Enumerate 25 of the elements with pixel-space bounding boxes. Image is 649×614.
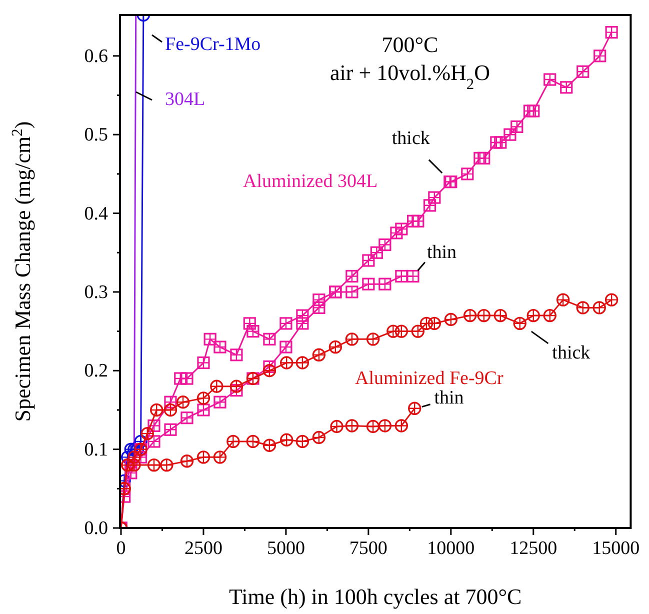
annotation: thick — [552, 342, 591, 364]
y-tick-label: 0.4 — [84, 203, 108, 224]
series-label: Aluminized 304L — [243, 171, 378, 192]
x-tick-label: 12500 — [510, 538, 558, 559]
text: air + 10vol.%H$_{2}$O — [330, 60, 490, 92]
y-tick-label: 0.3 — [84, 282, 108, 303]
annotation: thin — [434, 387, 464, 408]
x-tick-label: 7500 — [349, 538, 388, 559]
series-label: Aluminized Fe-9Cr — [355, 368, 504, 389]
x-tick-label: 5000 — [266, 538, 305, 559]
y-tick-label: 0.1 — [84, 439, 108, 460]
x-tick-label: 10000 — [427, 538, 475, 559]
y-tick-label: 0.5 — [84, 124, 108, 146]
x-tick-label: 15000 — [592, 538, 640, 559]
y-tick-label: 0.0 — [84, 518, 108, 539]
y-tick-label: 0.2 — [84, 360, 108, 382]
text: 700°C — [382, 32, 438, 57]
series-label: Fe-9Cr-1Mo — [165, 34, 261, 55]
x-axis-title: Time (h) in 100h cycles at 700°C — [228, 584, 522, 609]
x-tick-label: 0 — [116, 538, 126, 559]
annotation: thick — [392, 128, 430, 149]
y-tick-label: 0.6 — [84, 46, 108, 67]
annotation: thin — [426, 242, 458, 264]
series-label: 304L — [165, 89, 206, 110]
x-tick-label: 2500 — [184, 538, 222, 559]
